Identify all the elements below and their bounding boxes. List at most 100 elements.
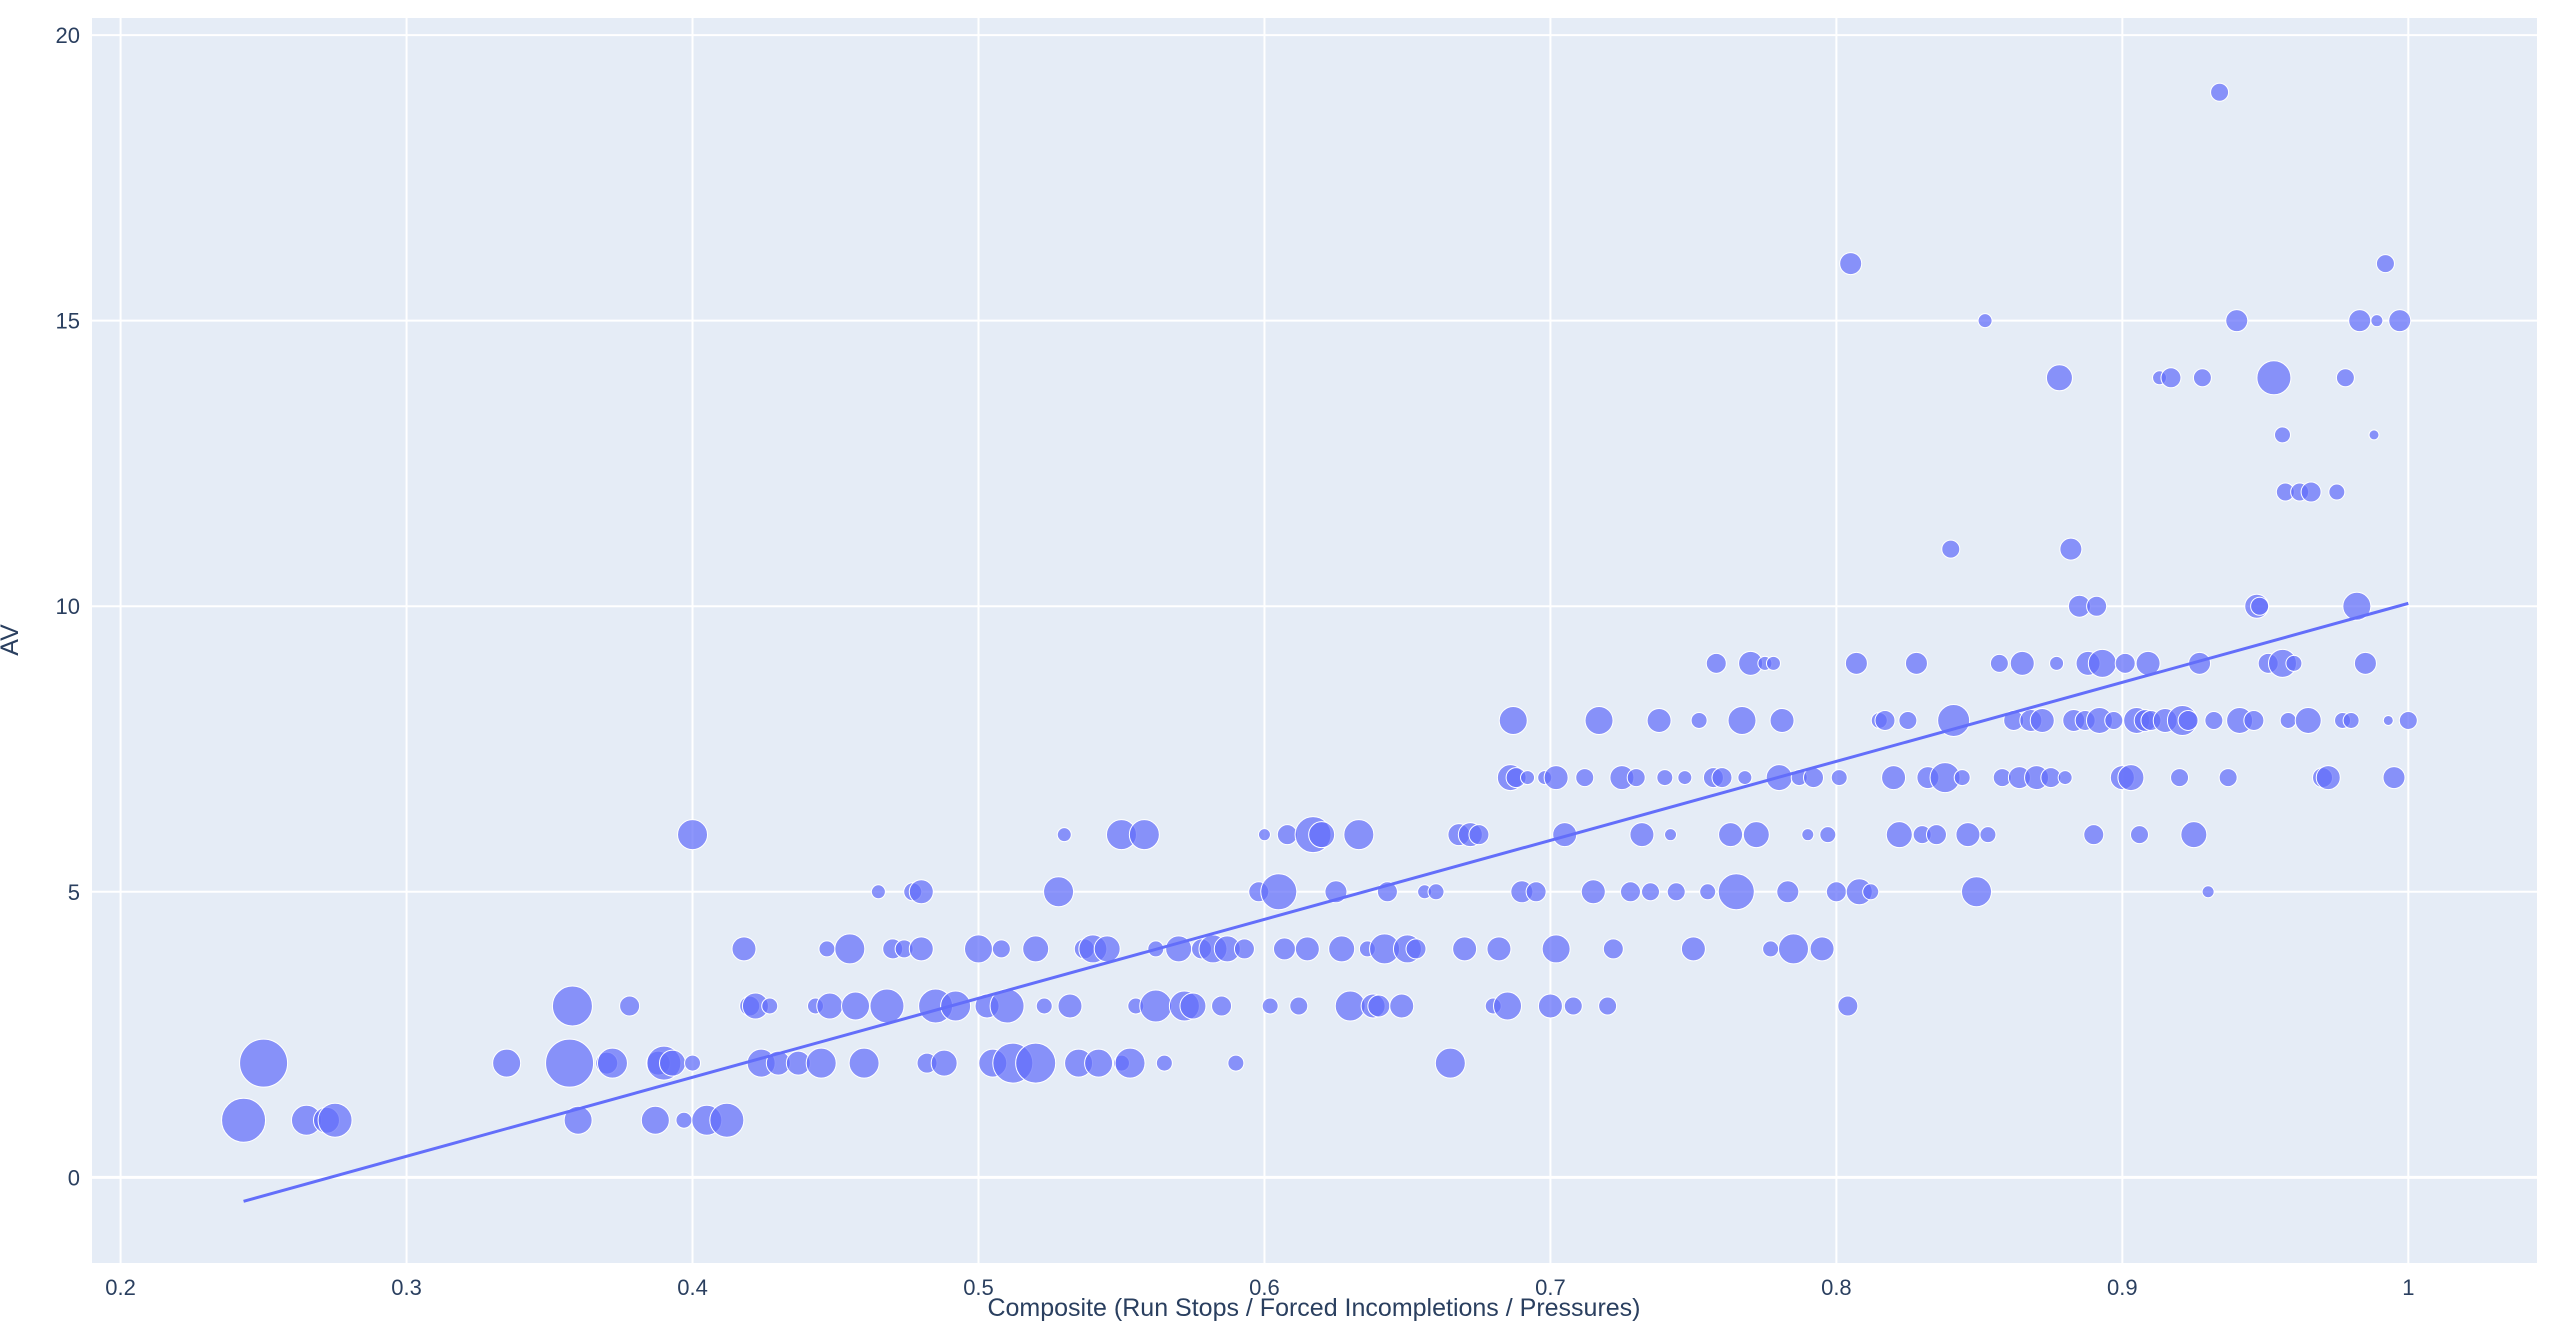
data-point bbox=[2177, 709, 2199, 731]
data-point bbox=[1563, 996, 1583, 1016]
data-point bbox=[1128, 819, 1160, 851]
data-point bbox=[834, 933, 866, 965]
data-point bbox=[991, 939, 1011, 959]
data-point bbox=[2086, 595, 2108, 617]
data-point bbox=[2300, 481, 2322, 503]
x-tick-label: 0.2 bbox=[105, 1275, 136, 1300]
data-point bbox=[1977, 313, 1993, 329]
data-point bbox=[1328, 935, 1356, 963]
data-point bbox=[1260, 873, 1298, 911]
data-point bbox=[1056, 827, 1072, 843]
data-point bbox=[1520, 770, 1536, 786]
data-point bbox=[2243, 709, 2265, 731]
data-point bbox=[930, 1049, 958, 1077]
data-point bbox=[1468, 824, 1490, 846]
data-point bbox=[317, 1102, 353, 1138]
y-tick-label: 5 bbox=[68, 880, 80, 905]
data-point bbox=[2009, 650, 2035, 676]
data-point bbox=[2250, 596, 2270, 616]
y-tick-label: 20 bbox=[56, 23, 80, 48]
data-point bbox=[1830, 769, 1848, 787]
data-point bbox=[841, 991, 871, 1021]
data-point bbox=[1677, 770, 1693, 786]
data-point bbox=[2049, 655, 2065, 671]
data-point bbox=[1765, 655, 1781, 671]
data-point bbox=[1844, 651, 1868, 675]
data-point bbox=[1904, 651, 1928, 675]
data-point bbox=[1717, 873, 1755, 911]
data-point bbox=[2285, 654, 2303, 672]
data-point bbox=[1646, 707, 1672, 733]
trendline bbox=[243, 601, 2409, 1203]
data-point bbox=[1881, 765, 1907, 791]
data-point bbox=[1233, 938, 1255, 960]
data-point bbox=[1211, 995, 1233, 1017]
data-point bbox=[869, 988, 905, 1024]
data-point bbox=[1057, 993, 1083, 1019]
data-point bbox=[677, 819, 709, 851]
data-point bbox=[2315, 765, 2341, 791]
data-point bbox=[1626, 768, 1646, 788]
data-point bbox=[1525, 881, 1547, 903]
data-point bbox=[1801, 828, 1815, 842]
data-point bbox=[1819, 826, 1837, 844]
data-point bbox=[2057, 770, 2073, 786]
data-point bbox=[2279, 711, 2297, 729]
x-tick-label: 0.7 bbox=[1535, 1275, 1566, 1300]
data-point bbox=[2225, 309, 2249, 333]
data-point bbox=[1389, 993, 1415, 1019]
data-point bbox=[659, 1049, 687, 1077]
data-point bbox=[1727, 705, 1757, 735]
data-point bbox=[963, 934, 993, 964]
data-point bbox=[1666, 882, 1686, 902]
data-point bbox=[596, 1047, 628, 1079]
data-point bbox=[1289, 996, 1309, 1016]
data-point bbox=[2256, 360, 2292, 396]
data-point bbox=[2218, 768, 2238, 788]
data-point bbox=[908, 936, 934, 962]
data-point bbox=[1619, 881, 1641, 903]
data-point bbox=[239, 1038, 289, 1088]
data-point bbox=[1737, 770, 1753, 786]
data-point bbox=[1885, 821, 1913, 849]
data-point bbox=[1602, 938, 1624, 960]
data-point bbox=[2382, 766, 2406, 790]
data-point bbox=[1955, 822, 1981, 848]
data-point bbox=[1742, 821, 1770, 849]
data-point bbox=[2353, 651, 2377, 675]
x-tick-label: 1 bbox=[2402, 1275, 2414, 1300]
y-gridlines bbox=[92, 34, 2537, 1179]
data-point bbox=[805, 1047, 837, 1079]
data-point bbox=[709, 1102, 745, 1138]
data-point bbox=[1874, 709, 1896, 731]
data-point bbox=[1405, 938, 1427, 960]
data-point bbox=[2114, 652, 2136, 674]
data-point bbox=[1777, 933, 1809, 965]
data-point bbox=[563, 1105, 593, 1135]
x-gridlines bbox=[119, 18, 2410, 1263]
data-point bbox=[1953, 769, 1971, 787]
data-point bbox=[1139, 989, 1173, 1023]
x-tick-label: 0.6 bbox=[1249, 1275, 1280, 1300]
data-point bbox=[1308, 821, 1336, 849]
x-tick-labels: 0.2 0.3 0.4 0.5 0.6 0.7 0.8 0.9 1 bbox=[105, 1275, 2414, 1300]
data-point bbox=[492, 1048, 522, 1078]
data-points bbox=[221, 82, 2418, 1143]
data-point bbox=[816, 992, 844, 1020]
data-point bbox=[731, 936, 757, 962]
x-tick-label: 0.3 bbox=[391, 1275, 422, 1300]
data-point bbox=[1427, 883, 1445, 901]
data-point bbox=[1367, 994, 1391, 1018]
data-point bbox=[2117, 764, 2145, 792]
data-point bbox=[1043, 876, 1075, 908]
y-tick-label: 10 bbox=[56, 594, 80, 619]
data-point bbox=[1776, 880, 1800, 904]
x-tick-label: 0.8 bbox=[1821, 1275, 1852, 1300]
data-point bbox=[1769, 707, 1795, 733]
data-point bbox=[1664, 828, 1678, 842]
data-point bbox=[870, 884, 886, 900]
data-point bbox=[221, 1097, 267, 1143]
data-point bbox=[1227, 1054, 1245, 1072]
y-tick-label: 15 bbox=[56, 309, 80, 334]
